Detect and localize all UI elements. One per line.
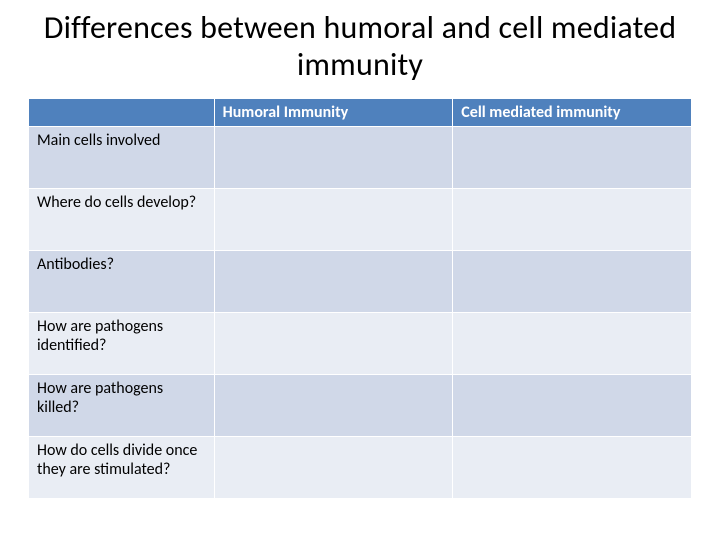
table-header-row: Humoral Immunity Cell mediated immunity xyxy=(29,98,692,126)
cell-humoral xyxy=(214,436,453,498)
page-title: Differences between humoral and cell med… xyxy=(28,10,692,84)
cell-cellmediated xyxy=(453,374,692,436)
cell-humoral xyxy=(214,126,453,188)
cell-cellmediated xyxy=(453,436,692,498)
header-humoral: Humoral Immunity xyxy=(214,98,453,126)
header-blank xyxy=(29,98,215,126)
table-row: Main cells involved xyxy=(29,126,692,188)
cell-cellmediated xyxy=(453,126,692,188)
table-row: How do cells divide once they are stimul… xyxy=(29,436,692,498)
header-cell-mediated: Cell mediated immunity xyxy=(453,98,692,126)
cell-cellmediated xyxy=(453,312,692,374)
cell-humoral xyxy=(214,188,453,250)
table-row: How are pathogens identified? xyxy=(29,312,692,374)
row-label: Where do cells develop? xyxy=(29,188,215,250)
row-label: How are pathogens killed? xyxy=(29,374,215,436)
table-row: Antibodies? xyxy=(29,250,692,312)
comparison-table: Humoral Immunity Cell mediated immunity … xyxy=(28,98,692,499)
cell-cellmediated xyxy=(453,250,692,312)
cell-humoral xyxy=(214,250,453,312)
row-label: Main cells involved xyxy=(29,126,215,188)
table-body: Main cells involved Where do cells devel… xyxy=(29,126,692,498)
cell-cellmediated xyxy=(453,188,692,250)
cell-humoral xyxy=(214,312,453,374)
row-label: How are pathogens identified? xyxy=(29,312,215,374)
cell-humoral xyxy=(214,374,453,436)
table-row: Where do cells develop? xyxy=(29,188,692,250)
row-label: Antibodies? xyxy=(29,250,215,312)
slide: Differences between humoral and cell med… xyxy=(0,0,720,540)
row-label: How do cells divide once they are stimul… xyxy=(29,436,215,498)
table-row: How are pathogens killed? xyxy=(29,374,692,436)
